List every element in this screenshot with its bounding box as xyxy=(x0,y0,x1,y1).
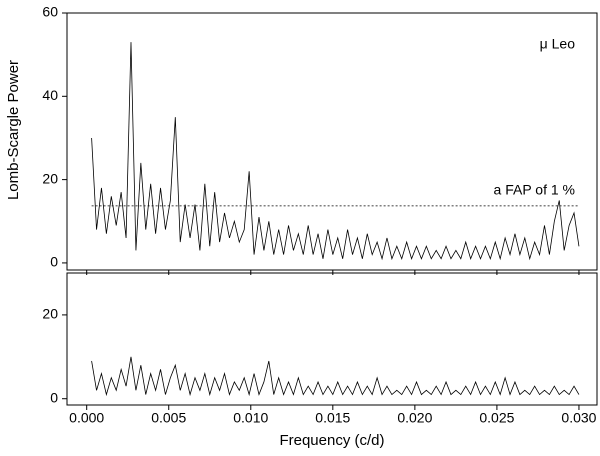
x-tick-label: 0.010 xyxy=(233,410,268,426)
x-tick-label: 0.030 xyxy=(561,410,596,426)
y-tick-label: 0 xyxy=(50,254,58,270)
y-tick-label: 60 xyxy=(42,4,58,20)
y-tick-label: 20 xyxy=(42,306,58,322)
y-axis-label: Lomb-Scargle Power xyxy=(5,60,22,200)
plot-frame xyxy=(66,12,598,271)
annotation: μ Leo xyxy=(540,36,576,52)
x-tick-label: 0.015 xyxy=(315,410,350,426)
x-tick-label: 0.005 xyxy=(151,410,186,426)
spectrum-line xyxy=(91,356,580,397)
spectrum-line xyxy=(91,42,580,261)
x-tick-label: 0.020 xyxy=(397,410,432,426)
y-tick-label: 40 xyxy=(42,87,58,103)
x-axis-label: Frequency (c/d) xyxy=(279,432,384,449)
plot-frame xyxy=(66,272,598,406)
x-tick-label: 0.025 xyxy=(479,410,514,426)
fap-label: a FAP of 1 % xyxy=(494,182,575,198)
y-tick-label: 0 xyxy=(50,389,58,405)
y-tick-label: 20 xyxy=(42,170,58,186)
x-tick-label: 0.000 xyxy=(69,410,104,426)
